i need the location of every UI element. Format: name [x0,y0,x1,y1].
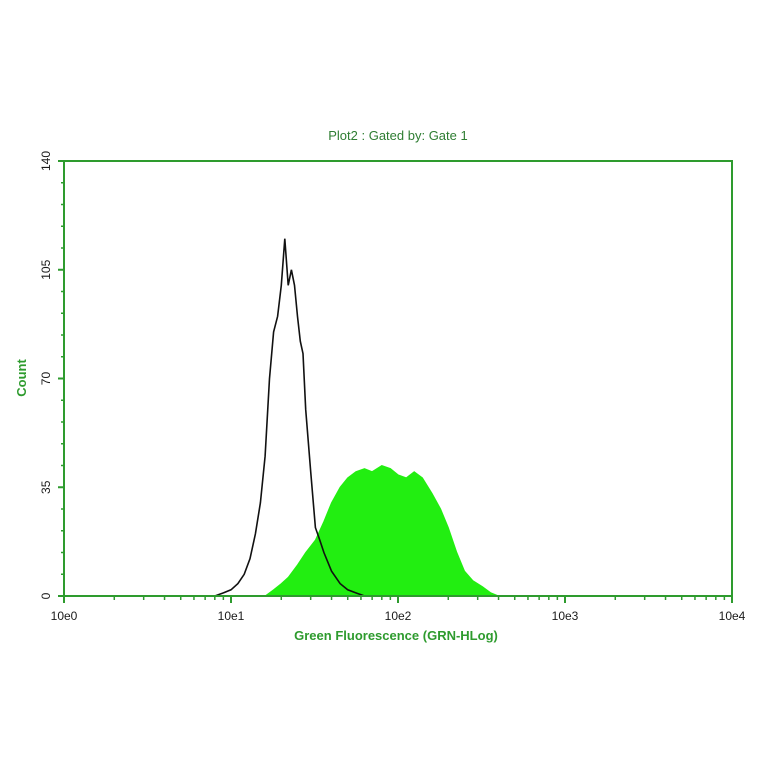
y-tick-label: 70 [39,372,53,386]
y-axis-label: Count [14,359,29,397]
series-outline-histogram [205,238,365,597]
x-tick-label: 10e2 [385,609,412,623]
y-tick-label: 0 [39,592,53,599]
axes: 0 35 70 105 140 10e0 10e1 10e2 10e3 10e4 [39,151,746,623]
plot-area [205,238,499,597]
y-tick-label: 105 [39,259,53,279]
x-tick-label: 10e0 [51,609,78,623]
x-tick-label: 10e1 [218,609,245,623]
x-tick-label: 10e4 [719,609,746,623]
y-tick-label: 140 [39,151,53,171]
x-axis-label: Green Fluorescence (GRN-HLog) [294,628,498,643]
x-tick-label: 10e3 [552,609,579,623]
chart-title: Plot2 : Gated by: Gate 1 [328,128,467,143]
series-filled-histogram [255,464,499,597]
y-tick-label: 35 [39,480,53,494]
